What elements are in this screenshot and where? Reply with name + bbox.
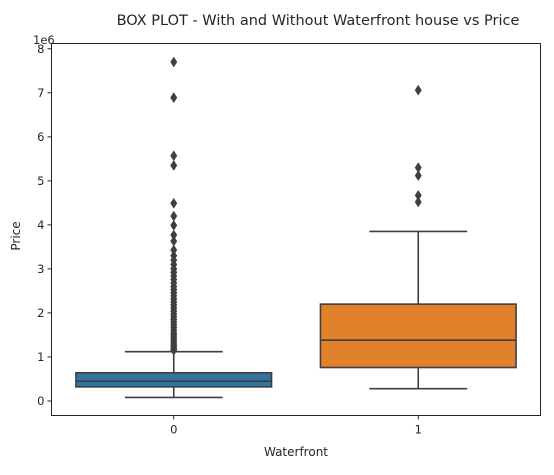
y-tick-label: 4 bbox=[37, 218, 44, 232]
outlier-point-group-1 bbox=[414, 170, 422, 182]
iqr-box-group-0 bbox=[75, 371, 273, 388]
iqr-box-group-1 bbox=[319, 303, 517, 369]
outlier-point-group-0 bbox=[170, 210, 178, 222]
outlier-point-group-0 bbox=[170, 344, 178, 356]
x-axis-label: Waterfront bbox=[264, 445, 328, 459]
outlier-point-group-0 bbox=[170, 150, 178, 162]
outlier-point-group-0 bbox=[170, 197, 178, 209]
y-tick-label: 1 bbox=[37, 350, 44, 364]
x-tick-label: 0 bbox=[170, 423, 177, 437]
chart-title: BOX PLOT - With and Without Waterfront h… bbox=[117, 13, 520, 29]
y-tick-label: 5 bbox=[37, 174, 44, 188]
outlier-point-group-1 bbox=[414, 84, 422, 96]
axes-spine-frame bbox=[51, 43, 541, 416]
y-tick-label: 7 bbox=[37, 86, 44, 100]
y-tick-label: 8 bbox=[37, 42, 44, 56]
x-tick-label: 1 bbox=[415, 423, 422, 437]
outlier-point-group-0 bbox=[170, 92, 178, 104]
outlier-point-group-0 bbox=[170, 56, 178, 68]
y-tick-label: 3 bbox=[37, 262, 44, 276]
plot-area: 0 1 2 3 4 5 6 7 8 0 1 bbox=[37, 42, 541, 437]
y-tick-label: 0 bbox=[37, 394, 44, 408]
y-axis-offset-label: 1e6 bbox=[33, 33, 55, 47]
outlier-point-group-0 bbox=[170, 159, 178, 171]
y-tick-label: 2 bbox=[37, 306, 44, 320]
y-tick-label: 6 bbox=[37, 130, 44, 144]
y-axis-label: Price bbox=[9, 221, 23, 250]
outlier-point-group-0 bbox=[170, 219, 178, 231]
outlier-point-group-1 bbox=[414, 196, 422, 208]
